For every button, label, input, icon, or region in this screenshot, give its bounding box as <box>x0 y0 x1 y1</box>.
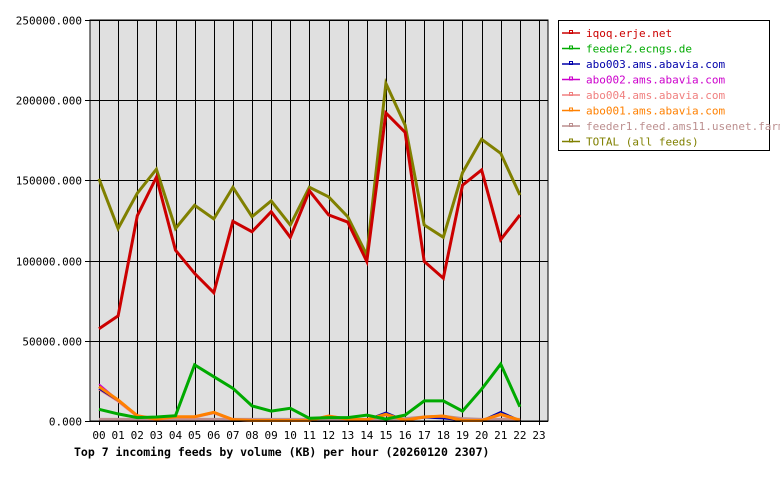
x-tick-label: 09 <box>265 429 278 442</box>
legend-label: abo001.ams.abavia.com <box>586 105 725 118</box>
x-tick-label: 20 <box>475 429 488 442</box>
legend: iqoq.erje.net feeder2.ecngs.de abo003.ams.… <box>559 21 780 151</box>
legend-label: TOTAL (all feeds) <box>586 136 699 149</box>
legend-label: feeder2.ecngs.de <box>586 43 692 56</box>
x-tick-label: 11 <box>303 429 316 442</box>
x-tick-label: 17 <box>418 429 431 442</box>
x-tick-label: 22 <box>513 429 526 442</box>
legend-label: abo004.ams.abavia.com <box>586 89 725 102</box>
x-tick-label: 07 <box>226 429 239 442</box>
y-tick-label: 200000.000 <box>16 95 82 108</box>
x-tick-label: 14 <box>360 429 374 442</box>
x-tick-label: 02 <box>131 429 144 442</box>
y-tick-label: 0.000 <box>49 416 82 429</box>
legend-label: abo003.ams.abavia.com <box>586 58 725 71</box>
x-tick-label: 01 <box>112 429 125 442</box>
legend-label: abo002.ams.abavia.com <box>586 74 725 87</box>
x-tick-label: 12 <box>322 429 335 442</box>
x-tick-label: 08 <box>245 429 258 442</box>
y-tick-label: 150000.000 <box>16 175 82 188</box>
chart-title: Top 7 incoming feeds by volume (KB) per … <box>74 445 489 459</box>
y-tick-label: 100000.000 <box>16 256 82 269</box>
x-axis: 00 01 02 03 04 05 06 07 08 09 10 11 12 13 14 15 16 17 18 19… <box>92 429 545 442</box>
x-tick-label: 03 <box>150 429 163 442</box>
x-tick-label: 16 <box>398 429 411 442</box>
x-tick-label: 21 <box>494 429 507 442</box>
x-tick-label: 06 <box>207 429 220 442</box>
plot-background <box>90 20 548 421</box>
x-tick-label: 10 <box>284 429 297 442</box>
y-tick-label: 50000.000 <box>22 336 82 349</box>
legend-label: iqoq.erje.net <box>586 27 672 40</box>
y-tick-label: 250000.000 <box>16 15 82 28</box>
x-tick-label: 19 <box>456 429 469 442</box>
x-tick-label: 04 <box>169 429 183 442</box>
x-tick-label: 15 <box>379 429 392 442</box>
x-tick-label: 00 <box>92 429 105 442</box>
x-tick-label: 18 <box>437 429 450 442</box>
y-axis: 0.000 50000.000 100000.000 150000.000 200000… <box>16 15 82 429</box>
x-tick-label: 13 <box>341 429 354 442</box>
x-tick-label: 23 <box>532 429 545 442</box>
x-tick-label: 05 <box>188 429 201 442</box>
legend-label: feeder1.feed.ams11.usenet.farm <box>586 120 780 133</box>
